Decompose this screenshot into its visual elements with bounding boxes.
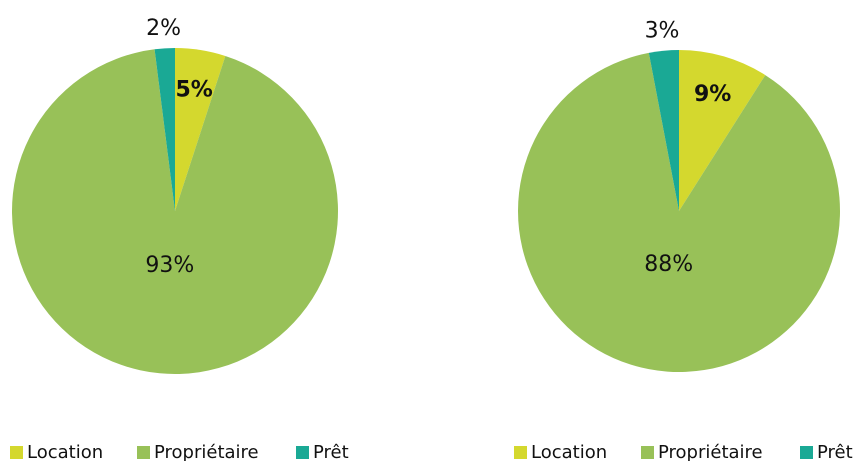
legend-label: Propriétaire (658, 442, 763, 461)
legend-label: Location (27, 442, 103, 461)
legend-label: Prêt (313, 442, 349, 461)
legend-swatch (641, 446, 654, 459)
pie-slice (175, 48, 226, 211)
data-label: 88% (644, 252, 693, 277)
data-label: 2% (146, 16, 181, 41)
data-label: 3% (645, 18, 680, 43)
legend-swatch (137, 446, 150, 459)
legend-swatch (800, 446, 813, 459)
data-label: 9% (694, 82, 731, 107)
legend-swatch (514, 446, 527, 459)
pie-slice (154, 48, 175, 211)
legend-label: Propriétaire (154, 442, 259, 461)
pie-slice (648, 50, 679, 211)
legend-label: Location (531, 442, 607, 461)
pie-slice (11, 49, 338, 374)
pie-slice (679, 50, 766, 211)
legend-label: Prêt (817, 442, 853, 461)
pie-slice (517, 52, 840, 373)
legend-swatch (296, 446, 309, 459)
legend-swatch (10, 446, 23, 459)
data-label: 93% (145, 253, 194, 278)
data-label: 5% (175, 77, 212, 102)
